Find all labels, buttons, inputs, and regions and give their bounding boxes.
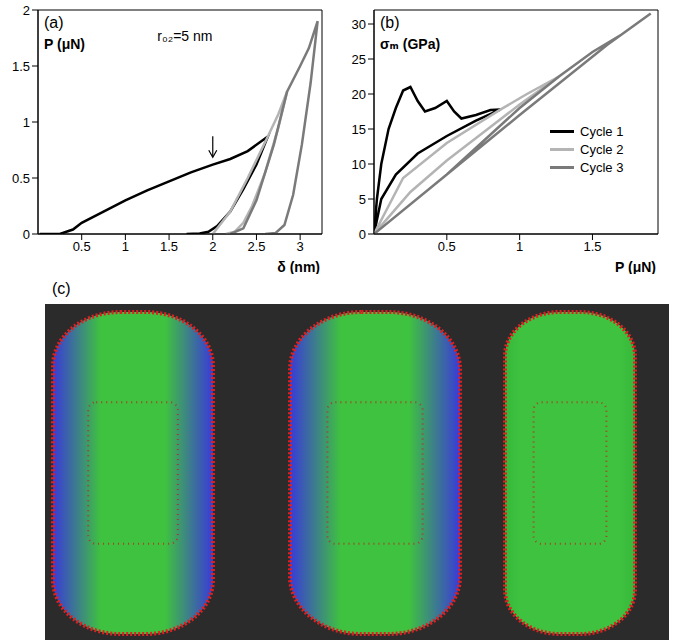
svg-text:0: 0 xyxy=(23,227,30,242)
svg-text:2.5: 2.5 xyxy=(247,239,265,254)
svg-text:25: 25 xyxy=(352,52,366,67)
html-text:(c): (c) xyxy=(52,280,71,297)
svg-text:20: 20 xyxy=(352,87,366,102)
html-text:Cycle 3: Cycle 3 xyxy=(580,159,624,175)
svg-text:P (μN): P (μN) xyxy=(615,259,656,274)
html-text:σₘ (GPa): σₘ (GPa) xyxy=(380,36,441,52)
svg-text:5: 5 xyxy=(359,192,366,207)
html-text:(b): (b) xyxy=(380,14,400,31)
html-text:Cycle 2: Cycle 2 xyxy=(580,141,624,157)
svg-text:2: 2 xyxy=(23,3,30,18)
svg-text:0: 0 xyxy=(359,227,366,242)
html-text:(a): (a) xyxy=(44,14,64,31)
svg-text:1: 1 xyxy=(23,115,30,130)
svg-text:3: 3 xyxy=(297,239,304,254)
svg-text:0.5: 0.5 xyxy=(73,239,91,254)
html-text:Cycle 1: Cycle 1 xyxy=(580,123,624,139)
html-text:r₀₂=5 nm: r₀₂=5 nm xyxy=(157,28,213,44)
svg-text:1.5: 1.5 xyxy=(160,239,178,254)
svg-text:δ (nm): δ (nm) xyxy=(277,259,320,274)
svg-text:0.5: 0.5 xyxy=(438,239,456,254)
html-text:P (μN): P (μN) xyxy=(44,36,85,52)
svg-text:1.5: 1.5 xyxy=(583,239,601,254)
svg-text:15: 15 xyxy=(352,122,366,137)
svg-text:1.5: 1.5 xyxy=(12,59,30,74)
svg-text:0.5: 0.5 xyxy=(12,171,30,186)
svg-text:2: 2 xyxy=(209,239,216,254)
svg-text:1: 1 xyxy=(122,239,129,254)
svg-text:10: 10 xyxy=(352,157,366,172)
svg-text:1: 1 xyxy=(516,239,523,254)
svg-text:30: 30 xyxy=(352,17,366,32)
